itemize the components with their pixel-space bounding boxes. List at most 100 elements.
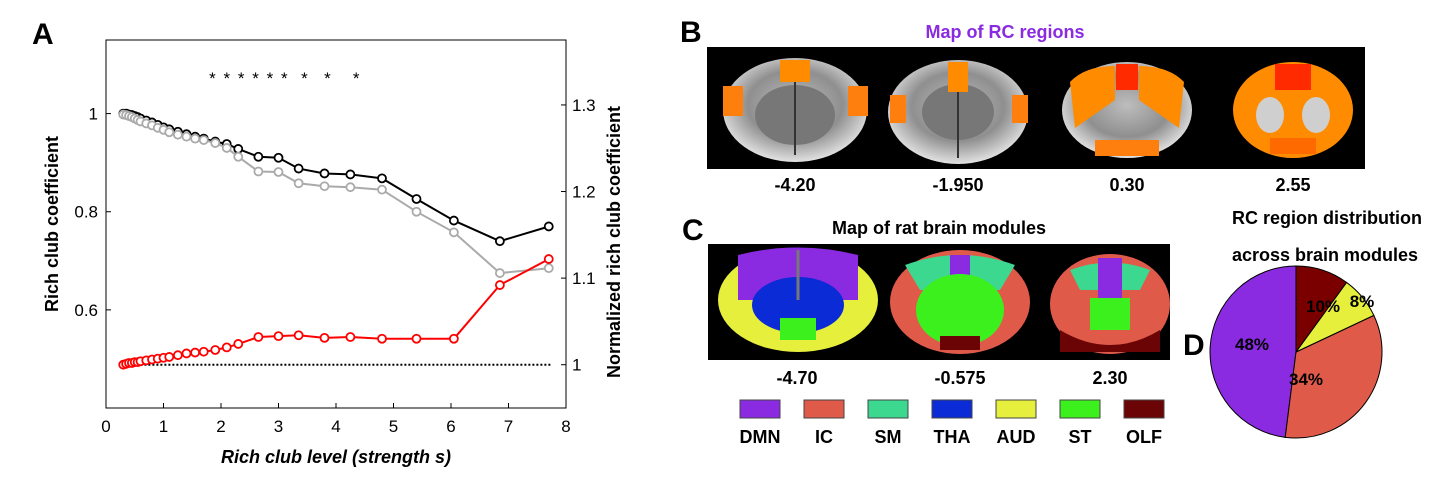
legend-swatch (739, 399, 781, 419)
legend-item: SM (867, 399, 909, 447)
panel-letter-c: C (682, 214, 704, 247)
significance-mark: * (301, 69, 308, 88)
slice-coordinate: 2.55 (1275, 175, 1310, 195)
rich-club-chart: 0 1 2 3 4 5 6 7 8 0.6 0.8 1 1 1.1 1.2 1.3 * * * * * * * * * R… (42, 39, 624, 467)
pie-slice (1295, 265, 1348, 354)
data-point (190, 133, 201, 144)
pie-value-label: 34% (1289, 370, 1323, 389)
data-point (377, 173, 387, 184)
data-point (233, 339, 244, 349)
data-point (190, 347, 201, 358)
x-tick-label: 7 (504, 417, 513, 436)
pie-value-label: 8% (1350, 292, 1375, 311)
data-point (181, 131, 192, 142)
legend-item: THA (931, 399, 973, 447)
data-point (345, 169, 356, 180)
data-point (319, 181, 330, 192)
y-tick-label: 1 (89, 105, 98, 124)
significance-mark: * (281, 69, 288, 88)
data-point (543, 221, 554, 232)
brain-module-map: -4.70 -0.575 2.30 (708, 244, 1170, 388)
x-tick-label: 0 (101, 417, 110, 436)
data-point (253, 151, 264, 162)
data-point (448, 333, 459, 344)
data-point (543, 254, 554, 264)
data-point (494, 236, 505, 247)
legend-label: THA (934, 427, 971, 447)
slice-coordinate: -4.70 (776, 368, 817, 388)
legend-swatch (995, 399, 1037, 419)
right-y-tick-label: 1.1 (572, 269, 596, 288)
x-tick-label: 5 (389, 417, 398, 436)
legend-label: SM (875, 427, 902, 447)
significance-mark: * (223, 69, 230, 88)
slice-coordinate: -0.575 (934, 368, 985, 388)
significance-mark: * (353, 69, 360, 88)
pie-value-label: 10% (1306, 297, 1340, 316)
data-point (172, 350, 183, 361)
data-point (319, 332, 330, 343)
data-point (293, 163, 304, 174)
pie-title-line-2: across brain modules (1232, 245, 1418, 265)
data-point (233, 144, 244, 154)
y-axis-ticks: 0.6 0.8 1 (74, 105, 111, 320)
rc-region-map: -4.20 -1.950 0.30 2.55 (707, 47, 1365, 195)
slice-coordinate: -1.950 (932, 175, 983, 195)
pie-slice (1209, 265, 1297, 438)
legend-swatch (803, 399, 845, 419)
data-point (164, 352, 175, 362)
y-tick-label: 0.6 (74, 301, 98, 320)
data-point (253, 166, 264, 177)
x-tick-label: 1 (159, 417, 168, 436)
data-point (377, 184, 387, 195)
pie-title-line-1: RC region distribution (1232, 208, 1422, 228)
right-y-tick-label: 1.2 (572, 183, 596, 202)
significance-marks: * * * * * * * * * (209, 69, 360, 88)
legend-item: AUD (995, 399, 1037, 447)
legend-swatch (1123, 399, 1165, 419)
significance-mark: * (324, 69, 331, 88)
legend-item: DMN (739, 399, 781, 447)
data-point (494, 280, 505, 290)
pie-value-label: 48% (1235, 335, 1269, 354)
legend-item: ST (1059, 399, 1101, 447)
legend-item: IC (803, 399, 845, 447)
data-point (273, 152, 284, 163)
panel-b-title: Map of RC regions (925, 22, 1084, 42)
data-point (253, 332, 264, 342)
right-y-tick-label: 1.3 (572, 96, 596, 115)
data-point (181, 348, 192, 359)
data-point (221, 143, 232, 153)
panel-letter-d: D (1183, 329, 1205, 362)
data-point (273, 167, 284, 177)
right-y-tick-label: 1 (572, 356, 581, 375)
data-point (494, 268, 505, 278)
data-point (172, 129, 183, 140)
data-point (411, 194, 422, 204)
legend-label: DMN (740, 427, 781, 447)
significance-mark: * (238, 69, 245, 88)
legend-label: OLF (1126, 427, 1162, 447)
significance-mark: * (252, 69, 259, 88)
data-point (198, 346, 209, 357)
x-tick-label: 6 (446, 417, 455, 436)
module-legend: DMN IC SM THA AUD ST OLF (739, 399, 1165, 447)
x-axis-label: Rich club level (strength s) (221, 447, 451, 467)
data-point (411, 206, 422, 217)
legend-label: AUD (997, 427, 1036, 447)
data-point (411, 333, 422, 344)
slice-coordinate: 0.30 (1109, 175, 1144, 195)
right-y-axis-ticks: 1 1.1 1.2 1.3 (561, 96, 596, 375)
panel-letter-b: B (680, 16, 702, 49)
data-point (448, 215, 459, 226)
brain-slice (723, 58, 868, 162)
data-point (293, 178, 304, 189)
brain-slice (1062, 62, 1192, 158)
data-point (448, 227, 459, 238)
right-y-axis-label: Normalized rich club coefficient (604, 106, 624, 378)
x-tick-label: 2 (216, 417, 225, 436)
data-series (118, 109, 554, 278)
significance-mark: * (209, 69, 216, 88)
y-axis-label: Rich club coefficient (42, 136, 62, 312)
